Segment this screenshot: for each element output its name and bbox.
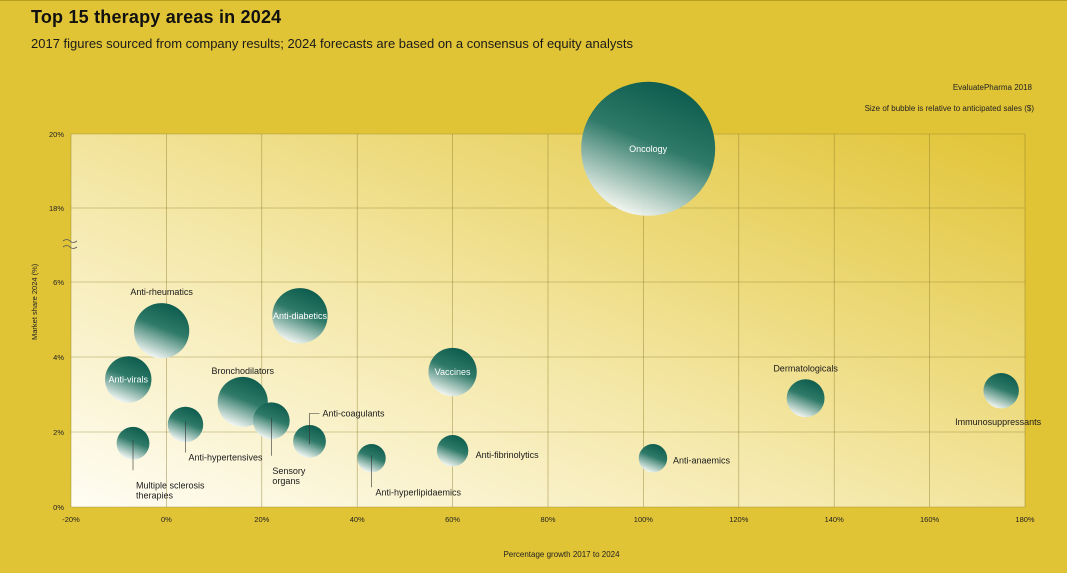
x-tick-label: 40% (350, 515, 365, 524)
data-label-oncology: Oncology (629, 144, 668, 154)
x-tick-label: 140% (825, 515, 845, 524)
data-label-anti-diabetics: Anti-diabetics (273, 311, 328, 321)
chart-title: Top 15 therapy areas in 2024 (31, 7, 282, 27)
x-axis-label: Percentage growth 2017 to 2024 (503, 550, 620, 559)
data-label-anti-coagulants: Anti-coagulants (323, 408, 386, 418)
y-tick-label: 6% (53, 278, 64, 287)
y-tick-label: 0% (53, 503, 64, 512)
data-label-vaccines: Vaccines (435, 367, 471, 377)
bubble-anti-virals (105, 356, 152, 403)
x-tick-label: 100% (634, 515, 654, 524)
data-label-multiple-sclerosis-therapies: Multiple sclerosis (136, 480, 205, 490)
chart-subtitle: 2017 figures sourced from company result… (31, 36, 633, 51)
data-label-sensory-organs: organs (272, 476, 300, 486)
leader-line (309, 413, 320, 445)
bubble-anti-anaemics (638, 444, 668, 473)
y-tick-label: 4% (53, 353, 64, 362)
y-tick-label: 20% (49, 130, 64, 139)
x-tick-label: -20% (62, 515, 80, 524)
source-note: EvaluatePharma 2018 (952, 83, 1032, 92)
data-label-anti-rheumatics: Anti-rheumatics (130, 287, 193, 297)
bubble-anti-fibrinolytics (436, 435, 469, 467)
bubble-anti-rheumatics (134, 303, 190, 359)
data-label-immunosuppressants: Immunosuppressants (955, 417, 1042, 427)
x-tick-label: 0% (161, 515, 172, 524)
y-tick-label: 18% (49, 204, 64, 213)
x-tick-label: 60% (445, 515, 460, 524)
bubble-anti-diabetics (272, 288, 328, 344)
x-tick-label: 180% (1015, 515, 1035, 524)
data-label-anti-anaemics: Anti-anaemics (673, 455, 731, 465)
data-label-sensory-organs: Sensory (272, 466, 306, 476)
data-label-anti-hypertensives: Anti-hypertensives (188, 453, 263, 463)
axis-break-mark (62, 239, 78, 249)
data-label-anti-virals: Anti-virals (108, 375, 148, 385)
data-label-anti-hyperlipidaemics: Anti-hyperlipidaemics (376, 487, 462, 497)
bubble-immunosuppressants (983, 373, 1019, 409)
bubble-oncology (581, 81, 716, 216)
x-tick-label: 120% (729, 515, 749, 524)
y-axis-label: Market share 2024 (%) (30, 263, 39, 340)
x-tick-label: 20% (254, 515, 269, 524)
x-tick-label: 160% (920, 515, 940, 524)
data-label-dermatologicals: Dermatologicals (773, 363, 838, 373)
y-tick-label: 2% (53, 428, 64, 437)
top-rule (0, 0, 1067, 1)
bubble-dermatologicals (786, 379, 825, 418)
data-label-multiple-sclerosis-therapies: therapies (136, 490, 174, 500)
bubble-size-note: Size of bubble is relative to anticipate… (864, 104, 1034, 113)
data-label-anti-fibrinolytics: Anti-fibrinolytics (476, 450, 540, 460)
x-tick-label: 80% (540, 515, 555, 524)
y-axis-label-wrap: Market share 2024 (%) (30, 263, 42, 340)
data-label-bronchodilators: Bronchodilators (211, 366, 274, 376)
bubble-vaccines (428, 347, 477, 397)
